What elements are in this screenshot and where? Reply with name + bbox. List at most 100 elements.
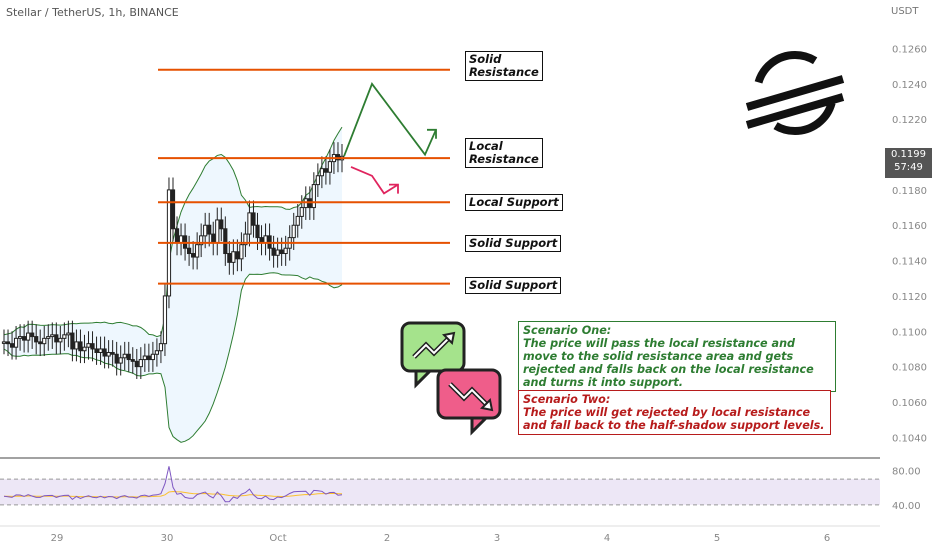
candle-body (283, 247, 288, 255)
scenario-one-box: Scenario One: The price will pass the lo… (518, 321, 836, 392)
scenario-paths (343, 82, 437, 195)
candle-body (78, 341, 83, 352)
candle-body (315, 175, 320, 186)
y-axis: 0.1260 0.1240 0.1220 0.1180 0.1160 0.1140 0.11… (892, 45, 927, 445)
y-tick-label: 0.1100 (892, 327, 927, 338)
candle-body (122, 353, 127, 359)
bull-scenario-path (343, 82, 437, 157)
candle-body (102, 348, 107, 357)
scenario-one-title: Scenario One: (523, 324, 612, 337)
candle-body (311, 184, 316, 209)
candle-body (319, 168, 324, 177)
candle-body (118, 357, 123, 364)
price-badge-value: 0.1199 (891, 149, 926, 160)
x-tick-label: 3 (494, 533, 500, 544)
level-label-line: Resistance (469, 152, 539, 166)
candle-body (94, 348, 99, 353)
level-label-line: Solid Support (469, 278, 558, 292)
level-label-solid-support-2: Solid Support (465, 277, 562, 294)
candle-body (207, 224, 212, 235)
x-tick-label: 29 (51, 533, 64, 544)
y-tick-label: 0.1180 (892, 186, 927, 197)
candle-body (146, 355, 151, 361)
candle-body (243, 233, 248, 246)
candle-body (235, 251, 240, 260)
candle-body (1, 341, 7, 344)
bear-arrow-head (389, 183, 399, 194)
candle-body (126, 353, 131, 361)
y-tick-label: 0.1260 (892, 45, 927, 56)
rsi-tick-label: 40.00 (892, 501, 921, 512)
band-fill (4, 127, 342, 443)
x-axis: 29 30 Oct 2 3 4 5 6 (51, 533, 831, 544)
scenario-two-text: The price will get rejected by local res… (523, 406, 825, 432)
candle-body (211, 233, 216, 244)
level-label-solid-resistance: Solid Resistance (465, 51, 543, 81)
candle-body (174, 228, 180, 244)
candle-body (30, 332, 35, 338)
candle-body (74, 341, 79, 350)
x-tick-label: 30 (161, 533, 174, 544)
candle-body (58, 337, 63, 343)
y-tick-label: 0.1140 (892, 257, 927, 268)
candle-body (227, 253, 232, 263)
candle-body (50, 334, 55, 338)
candle-body (203, 224, 208, 237)
price-badge: 0.1199 57:49 (885, 148, 932, 178)
stellar-logo-icon (745, 51, 845, 135)
candle-body (251, 212, 256, 226)
level-label-line: Resistance (469, 65, 539, 79)
candle-body (291, 224, 296, 239)
candle-body (219, 219, 224, 230)
level-label-line: Solid Support (469, 236, 558, 250)
candle-body (275, 249, 280, 256)
rsi-tick-label: 80.00 (892, 467, 921, 478)
candle-body (154, 350, 160, 355)
level-label-line: Solid (469, 52, 502, 66)
candle-body (82, 346, 87, 352)
candle-body (279, 249, 284, 255)
candle-body (54, 334, 59, 343)
candle-body (323, 168, 329, 173)
candle-body (42, 337, 47, 345)
currency-label: USDT (891, 6, 919, 17)
x-tick-label: 4 (604, 533, 610, 544)
level-label-local-resistance: Local Resistance (465, 138, 543, 168)
y-tick-label: 0.1060 (892, 398, 927, 409)
candle-body (5, 341, 11, 345)
x-tick-label: 6 (824, 533, 830, 544)
candle-body (62, 334, 67, 339)
candle-body (247, 212, 252, 235)
y-tick-label: 0.1220 (892, 115, 927, 126)
candle-body (138, 359, 143, 368)
candle-body (106, 351, 111, 357)
candle-body (110, 351, 115, 355)
candle-body (295, 215, 300, 226)
candle-body (9, 343, 15, 348)
rsi-line (3, 466, 343, 503)
candle-body (215, 219, 220, 244)
candle-body (191, 253, 196, 258)
candle-body (199, 235, 204, 246)
rsi-band (0, 479, 880, 505)
x-tick-label: Oct (269, 533, 286, 544)
y-tick-label: 0.1040 (892, 433, 927, 444)
candle-body (26, 332, 31, 341)
candle-body (114, 353, 119, 364)
candle-body (327, 161, 333, 173)
rsi-pane: 80.00 40.00 (0, 466, 921, 527)
y-tick-label: 0.1160 (892, 221, 927, 232)
candle-body (186, 247, 192, 255)
x-tick-label: 5 (714, 533, 720, 544)
candle-body (70, 332, 75, 350)
candle-body (17, 336, 23, 339)
candle-body (158, 343, 164, 352)
x-tick-label: 2 (384, 533, 390, 544)
candle-body (134, 360, 139, 368)
candle-body (90, 343, 95, 350)
price-badge-countdown: 57:49 (894, 162, 923, 173)
y-tick-label: 0.1080 (892, 363, 927, 374)
candle-body (299, 207, 304, 217)
y-tick-label: 0.1240 (892, 80, 927, 91)
